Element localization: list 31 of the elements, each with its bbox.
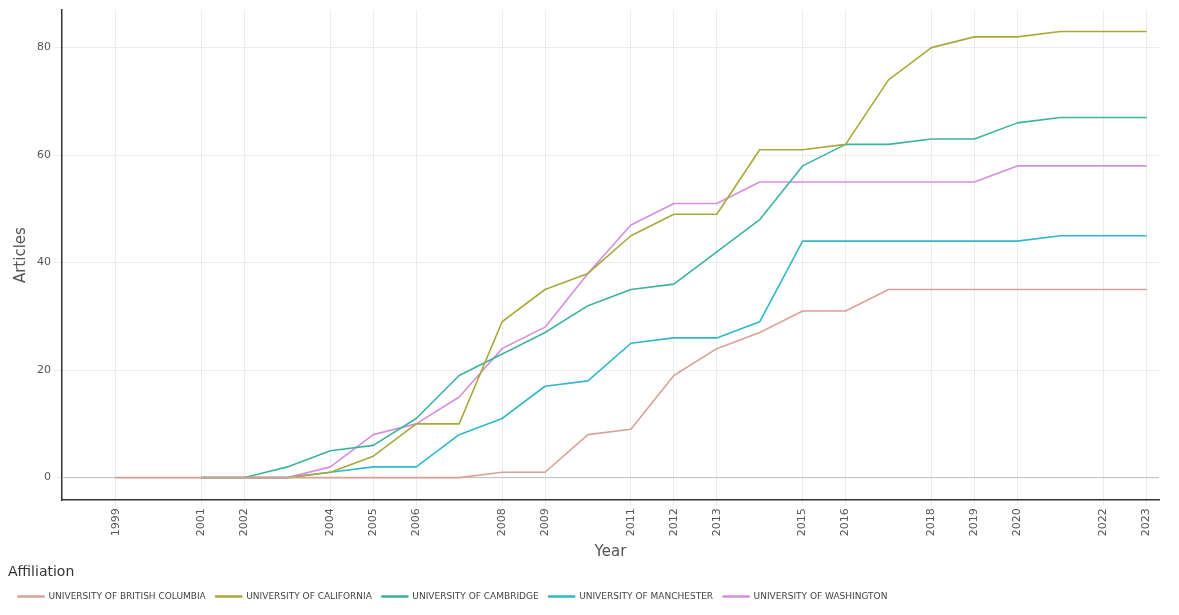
x-tick-label: 2002: [237, 508, 251, 537]
legend-title: Affiliation: [8, 562, 75, 579]
y-tick-label: 80: [37, 40, 51, 54]
y-tick-label: 60: [37, 147, 51, 161]
legend-label: UNIVERSITY OF CAMBRIDGE: [412, 590, 539, 601]
x-tick-label: 2006: [409, 508, 423, 537]
legend-label: UNIVERSITY OF MANCHESTER: [579, 590, 714, 601]
legend-label: UNIVERSITY OF WASHINGTON: [753, 590, 888, 601]
x-tick-label: 2015: [795, 508, 809, 537]
x-tick-label: 1999: [108, 508, 122, 537]
x-tick-label: 2009: [537, 508, 551, 537]
x-tick-label: 2022: [1096, 508, 1110, 537]
x-tick-label: 2001: [194, 508, 208, 537]
x-tick-label: 2023: [1138, 508, 1152, 537]
x-tick-label: 2011: [623, 508, 637, 537]
x-tick-label: 2008: [494, 508, 508, 537]
y-tick-label: 20: [37, 362, 51, 376]
x-axis-title: Year: [593, 542, 628, 561]
x-tick-label: 2005: [366, 508, 380, 537]
x-tick-label: 2013: [709, 508, 723, 537]
y-axis-title: Articles: [10, 226, 29, 284]
y-tick-label: 0: [44, 470, 51, 484]
legend-label: UNIVERSITY OF CALIFORNIA: [246, 590, 373, 601]
x-tick-label: 2019: [967, 508, 981, 537]
x-tick-label: 2016: [838, 508, 852, 537]
x-tick-label: 2020: [1010, 508, 1024, 537]
legend-label: UNIVERSITY OF BRITISH COLUMBIA: [48, 590, 207, 601]
x-tick-label: 2018: [924, 508, 938, 537]
x-tick-label: 2004: [323, 508, 337, 537]
x-tick-label: 2012: [666, 508, 680, 537]
y-tick-label: 40: [37, 255, 51, 269]
